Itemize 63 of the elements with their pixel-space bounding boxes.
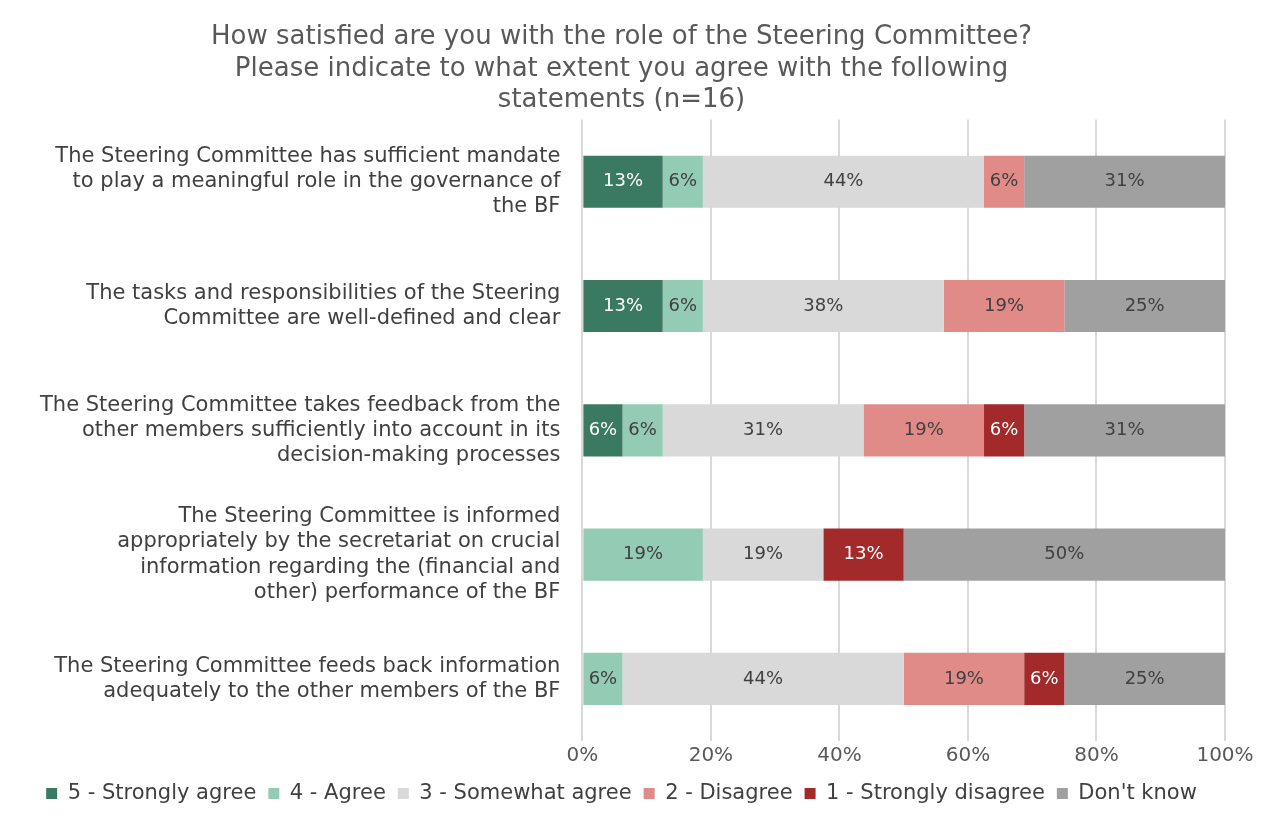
x-tick-label: 100% [1196,742,1254,767]
data-label: 6% [588,417,618,439]
data-label: 6% [628,417,657,439]
data-label: 25% [1124,293,1165,315]
x-tick-label: 20% [688,742,734,767]
bar [622,404,663,457]
bar [1024,404,1225,457]
legend-label: 3 - Somewhat agree [419,779,632,804]
y-tick-label: The Steering Committee is informed appropriately by the secretariat on crucial information regarding the (financial and other) performance of the BF [117,503,561,603]
legend-label: 2 - Disagree [665,779,793,804]
bar [903,528,1225,581]
data-label: 44% [743,666,784,688]
y-tick-label: The Steering Committee feeds back information adequately to the other members of the BF [53,652,561,702]
bar [583,652,623,705]
data-label: 13% [843,542,884,564]
data-label: 19% [984,293,1025,315]
bar [903,652,1025,705]
x-tick-label: 60% [945,742,991,767]
data-label: 6% [989,417,1019,439]
bar [984,155,1025,208]
data-label: 19% [903,417,944,439]
bar [583,279,663,333]
bar [863,404,985,457]
bar [1024,652,1065,705]
bar [1064,279,1225,333]
bar [943,279,1065,333]
bar [662,279,703,333]
data-label: 6% [668,169,698,191]
y-tick-label: The tasks and responsibilities of the Steering Committee are well-defined and clear [85,279,561,330]
data-label: 50% [1044,542,1085,564]
x-tick-label: 80% [1074,742,1119,767]
data-label: 44% [823,169,864,191]
bar [1064,652,1225,705]
bar [662,155,703,208]
x-tick-label: 40% [817,742,862,767]
data-label: 6% [989,169,1019,191]
data-label: 19% [943,666,984,688]
legend-label: Don't know [1078,779,1197,804]
data-label: 6% [1029,666,1059,688]
data-label: 13% [603,293,644,315]
data-label: 25% [1124,666,1165,688]
bar [583,404,623,457]
data-label: 13% [603,169,644,191]
legend-label: 5 - Strongly agree [67,779,257,804]
data-label: 38% [803,293,844,315]
bar [583,155,663,208]
bar [823,528,904,581]
data-label: 31% [1104,169,1145,191]
data-label: 6% [588,666,618,688]
legend-label: 1 - Strongly disagree [826,779,1045,804]
bar [984,404,1025,457]
data-label: 19% [743,542,784,564]
data-label: 31% [1104,417,1145,439]
data-label: 6% [668,293,698,315]
data-label: 19% [623,542,664,564]
bar [1024,155,1225,208]
legend-label: 4 - Agree [289,779,386,804]
y-tick-label: The Steering Committee has sufficient mandate to play a meaningful role in the governance of the BF [54,142,561,218]
y-tick-label: The Steering Committee takes feedback from the other members sufficiently into account in its decision-making processes [38,391,561,466]
data-label: 31% [743,417,784,439]
chart-title: How satisfied are you with the role of the Steering Committee? Please indicate to what extent you agree with the following statements (n=16) [210,20,1033,113]
x-tick-label: 0% [566,742,599,767]
bar [583,528,703,581]
